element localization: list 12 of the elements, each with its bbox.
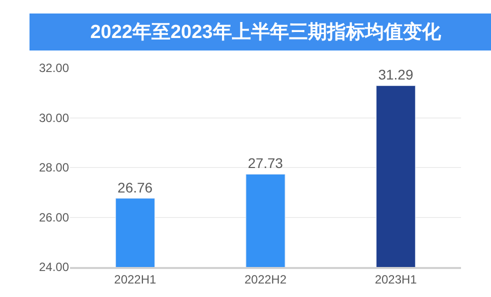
y-tick-label: 30.00 — [38, 110, 70, 125]
y-tick-label: 26.00 — [38, 210, 70, 224]
y-tick-label: 32.00 — [38, 61, 70, 76]
data-label: 27.73 — [248, 155, 284, 172]
x-tick-label: 2023H1 — [374, 272, 418, 286]
x-tick-label: 2022H2 — [244, 272, 287, 286]
data-label: 31.29 — [378, 66, 414, 83]
data-label: 26.76 — [118, 179, 153, 196]
y-tick-label: 24.00 — [38, 260, 70, 274]
y-tick-label: 28.00 — [38, 160, 70, 175]
x-tick-label: 2022H1 — [114, 272, 157, 286]
chart-title: 2022年至2023年上半年三期指标均值变化 — [90, 21, 442, 43]
